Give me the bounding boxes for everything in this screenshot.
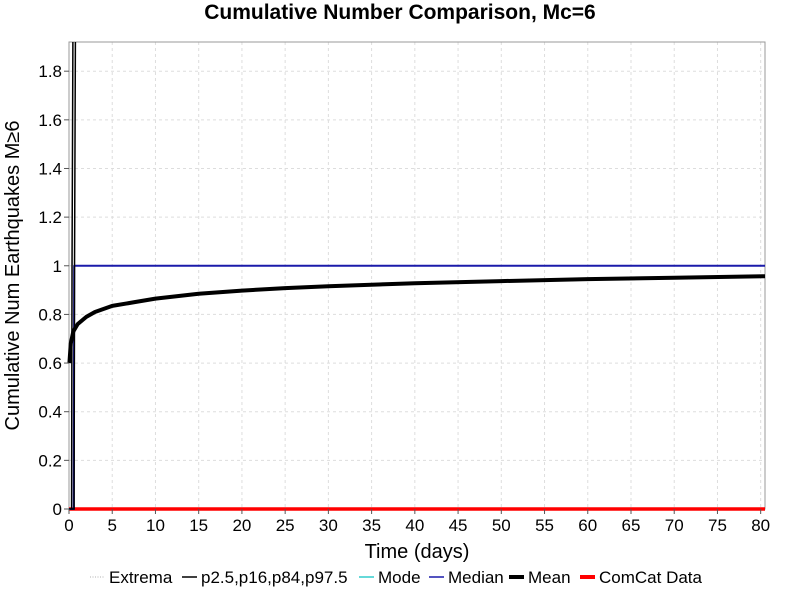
y-tick-label: 1.6 xyxy=(38,111,62,130)
x-tick-label: 35 xyxy=(362,516,381,535)
legend-label: p2.5,p16,p84,p97.5 xyxy=(201,568,348,587)
x-tick-label: 10 xyxy=(146,516,165,535)
y-tick-label: 1.2 xyxy=(38,208,62,227)
x-tick-label: 20 xyxy=(232,516,251,535)
chart-title: Cumulative Number Comparison, Mc=6 xyxy=(204,1,596,24)
x-tick-label: 30 xyxy=(319,516,338,535)
y-tick-label: 0.2 xyxy=(38,451,62,470)
x-tick-label: 55 xyxy=(535,516,554,535)
y-tick-label: 1.4 xyxy=(38,159,62,178)
y-tick-label: 1 xyxy=(53,257,62,276)
x-tick-label: 80 xyxy=(751,516,770,535)
grid-lines xyxy=(69,42,765,509)
y-tick-label: 0 xyxy=(53,500,62,519)
legend-label: ComCat Data xyxy=(599,568,703,587)
legend-label: Mean xyxy=(528,568,571,587)
x-tick-label: 0 xyxy=(64,516,73,535)
series-line-median xyxy=(69,264,765,510)
x-tick-label: 65 xyxy=(622,516,641,535)
y-tick-label: 0.6 xyxy=(38,354,62,373)
y-tick-label: 1.8 xyxy=(38,62,62,81)
x-tick-label: 45 xyxy=(449,516,468,535)
y-tick-label: 0.4 xyxy=(38,403,62,422)
axes: 0 5 10 15 20 25 30 35 40 45 50 55 60 65 70 75 80 0 0.2 0.4 0… xyxy=(38,62,770,535)
legend-label: Extrema xyxy=(109,568,173,587)
x-tick-label: 5 xyxy=(107,516,116,535)
y-axis-title: Cumulative Num Earthquakes M≥6 xyxy=(2,121,24,431)
legend: Extrema p2.5,p16,p84,p97.5 Mode Median Mean C… xyxy=(90,568,703,587)
x-tick-label: 25 xyxy=(276,516,295,535)
x-tick-label: 75 xyxy=(708,516,727,535)
x-tick-label: 15 xyxy=(189,516,208,535)
x-tick-label: 70 xyxy=(665,516,684,535)
x-tick-label: 60 xyxy=(578,516,597,535)
series-layer xyxy=(67,41,766,511)
series-line-percentile-band xyxy=(71,41,77,510)
x-axis-title: Time (days) xyxy=(365,541,470,563)
plot-frame xyxy=(68,41,766,510)
series-line-p2-5-p16-p84-p97-5 xyxy=(69,41,74,510)
legend-label: Median xyxy=(448,568,504,587)
legend-label: Mode xyxy=(378,568,421,587)
y-tick-label: 0.8 xyxy=(38,305,62,324)
series-line-mean xyxy=(67,274,766,364)
x-tick-label: 50 xyxy=(492,516,511,535)
x-tick-label: 40 xyxy=(405,516,424,535)
